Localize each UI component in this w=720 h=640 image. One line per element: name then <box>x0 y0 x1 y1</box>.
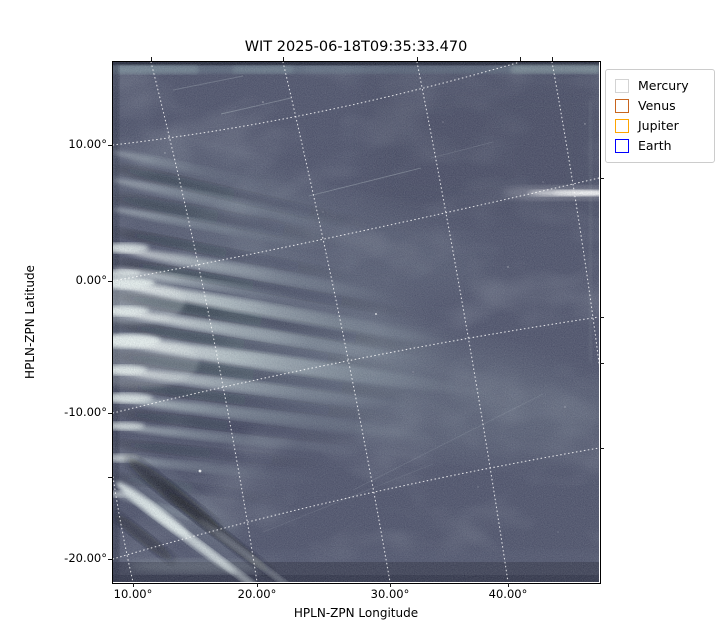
x-tick <box>507 583 509 587</box>
x-tick <box>389 583 391 587</box>
legend-item-mercury: Mercury <box>615 76 705 96</box>
y-tick <box>108 144 112 146</box>
x-tick <box>132 583 134 587</box>
legend-label: Venus <box>638 98 676 113</box>
gridline-meridian <box>150 62 258 582</box>
top-tick <box>519 57 521 61</box>
y-tick <box>108 558 112 560</box>
y-tick-minor <box>108 476 112 478</box>
y-tick-label: 10.00° <box>68 137 107 151</box>
legend-label: Mercury <box>638 78 689 93</box>
legend-label: Earth <box>638 138 672 153</box>
gridline-parallel <box>113 62 521 146</box>
right-tick <box>600 177 604 179</box>
y-tick <box>108 412 112 414</box>
x-tick-label: 10.00° <box>113 587 153 601</box>
legend-item-jupiter: Jupiter <box>615 116 705 136</box>
x-tick-label: 20.00° <box>237 587 277 601</box>
legend-marker-mercury <box>615 79 629 93</box>
y-tick-label: -20.00° <box>64 551 107 565</box>
gridline-meridian <box>113 476 134 582</box>
top-tick <box>282 57 284 61</box>
legend-box: Mercury Venus Jupiter Earth <box>605 69 715 163</box>
y-axis-label: HPLN-ZPN Latitude <box>23 265 37 379</box>
x-tick <box>256 583 258 587</box>
top-tick <box>551 57 553 61</box>
x-axis-label: HPLN-ZPN Longitude <box>293 606 419 620</box>
figure-title: WIT 2025-06-18T09:35:33.470 <box>244 39 468 55</box>
y-tick-label: 0.00° <box>75 273 107 287</box>
right-tick <box>600 316 604 318</box>
top-tick <box>416 57 418 61</box>
x-tick-label: 40.00° <box>488 587 528 601</box>
y-tick-label: -10.00° <box>64 405 107 419</box>
legend-label: Jupiter <box>638 118 679 133</box>
top-tick <box>150 57 152 61</box>
right-tick <box>600 447 604 449</box>
gridline-parallel <box>113 316 599 414</box>
gridline-meridian <box>416 62 509 582</box>
legend-marker-venus <box>615 99 629 113</box>
legend-marker-jupiter <box>615 119 629 133</box>
legend-item-venus: Venus <box>615 96 705 116</box>
legend-item-earth: Earth <box>615 136 705 156</box>
right-tick <box>600 362 604 364</box>
coronagraph-image <box>113 62 599 582</box>
coordinate-grid <box>113 62 599 582</box>
legend-marker-earth <box>615 139 629 153</box>
gridline-parallel <box>113 447 599 560</box>
x-tick-label: 30.00° <box>370 587 410 601</box>
y-tick <box>108 280 112 282</box>
gridline-parallel <box>113 177 599 282</box>
